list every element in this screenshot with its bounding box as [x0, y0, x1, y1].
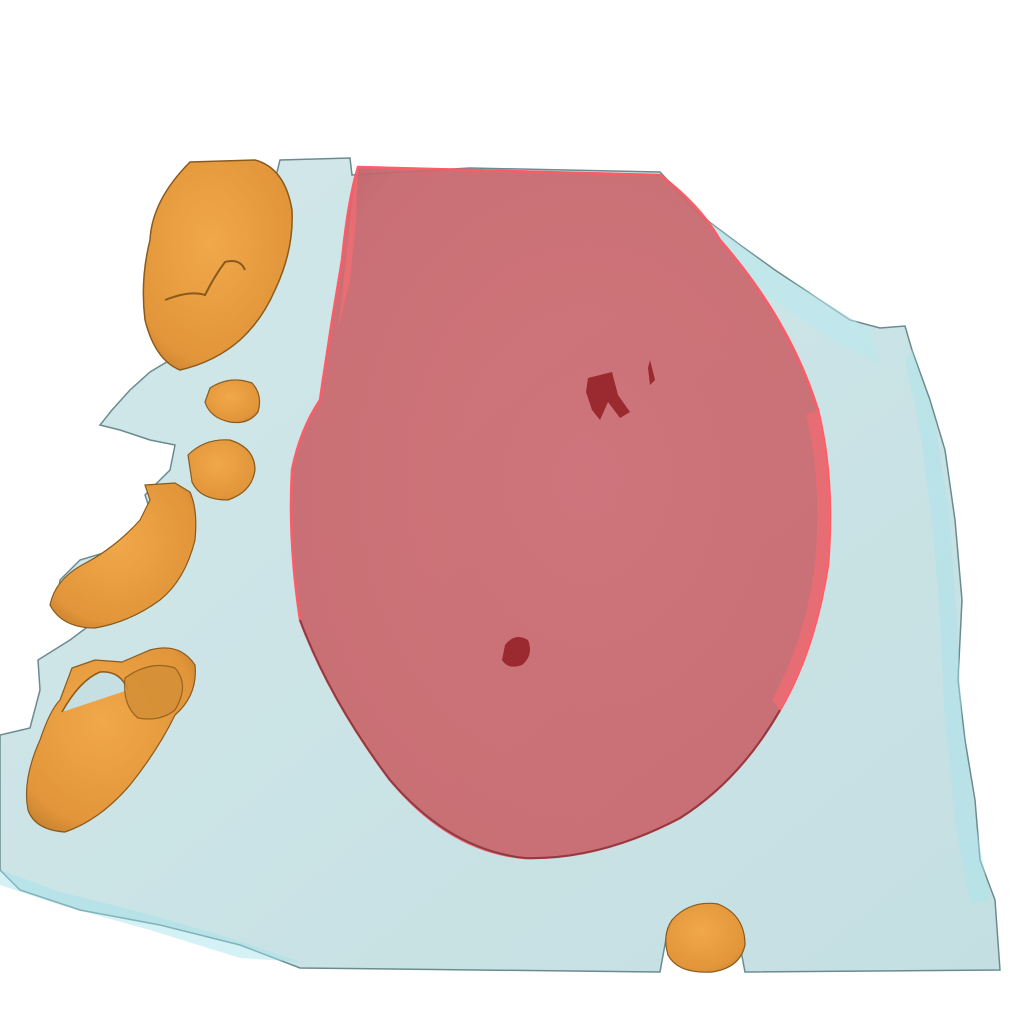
nodule [49, 482, 197, 629]
nodule-fold [164, 260, 246, 301]
tissue-highlight [700, 215, 880, 365]
tumor-spot [648, 360, 655, 385]
nodule [187, 439, 256, 501]
tumor-highlight [338, 167, 358, 330]
tumor-edge [299, 619, 781, 860]
nodule-fold [61, 671, 129, 713]
tumor-highlight [772, 410, 831, 710]
tissue-highlight [0, 870, 300, 962]
nodule-fold [123, 665, 184, 720]
nodule [665, 902, 746, 973]
tissue-highlight [905, 350, 990, 905]
tumor-spot [502, 636, 530, 667]
tumor-spot [586, 372, 630, 420]
nodule [204, 379, 261, 424]
nodule [142, 159, 293, 371]
